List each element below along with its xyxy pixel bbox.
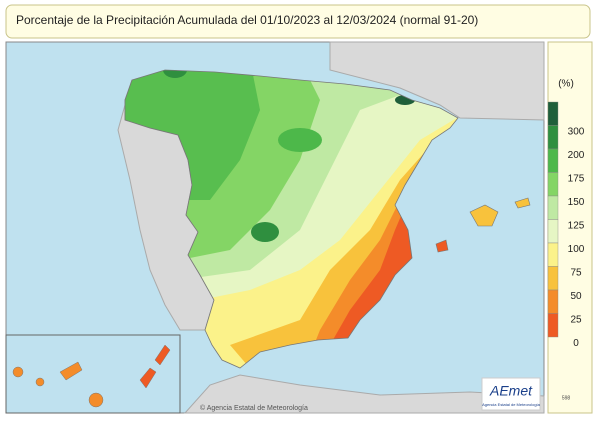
menorca — [514, 197, 531, 209]
logo-box — [481, 377, 541, 411]
legend-label: 125 — [568, 221, 585, 232]
legend-swatch — [547, 313, 559, 338]
title-box — [5, 4, 591, 39]
legend-swatch — [547, 148, 559, 173]
logo: AEmet — [489, 383, 533, 399]
legend-swatch — [547, 266, 559, 291]
legend-label: 100 — [568, 244, 585, 255]
legend-swatch — [547, 195, 559, 220]
logo-sub: Agencia Estatal de Meteorología — [482, 402, 541, 407]
ibiza — [435, 239, 449, 253]
mallorca — [469, 204, 499, 227]
legend-label: 75 — [570, 268, 582, 279]
spain-outline — [124, 69, 459, 369]
legend: 300 200 175 150 125 100 75 50 25 0 — [547, 101, 585, 349]
map-code: 598 — [562, 395, 571, 401]
legend-swatch — [547, 125, 559, 150]
legend-label: 175 — [568, 174, 585, 185]
france — [329, 41, 545, 121]
legend-label: 50 — [570, 291, 582, 302]
legend-label: 25 — [570, 315, 582, 326]
legend-label: 300 — [568, 127, 585, 138]
africa — [183, 374, 545, 414]
legend-swatch — [547, 219, 559, 244]
legend-label: 0 — [573, 338, 579, 349]
legend-swatch — [547, 242, 559, 267]
legend-unit: (%) — [558, 79, 574, 90]
legend-swatch — [547, 172, 559, 197]
legend-label: 150 — [568, 197, 585, 208]
title: Porcentaje de la Precipitación Acumulada… — [16, 13, 478, 27]
copyright: © Agencia Estatal de Meteorología — [200, 404, 308, 412]
canary-islands — [12, 344, 171, 408]
legend-label: 200 — [568, 150, 585, 161]
legend-swatch — [547, 101, 559, 126]
legend-swatch — [547, 289, 559, 314]
